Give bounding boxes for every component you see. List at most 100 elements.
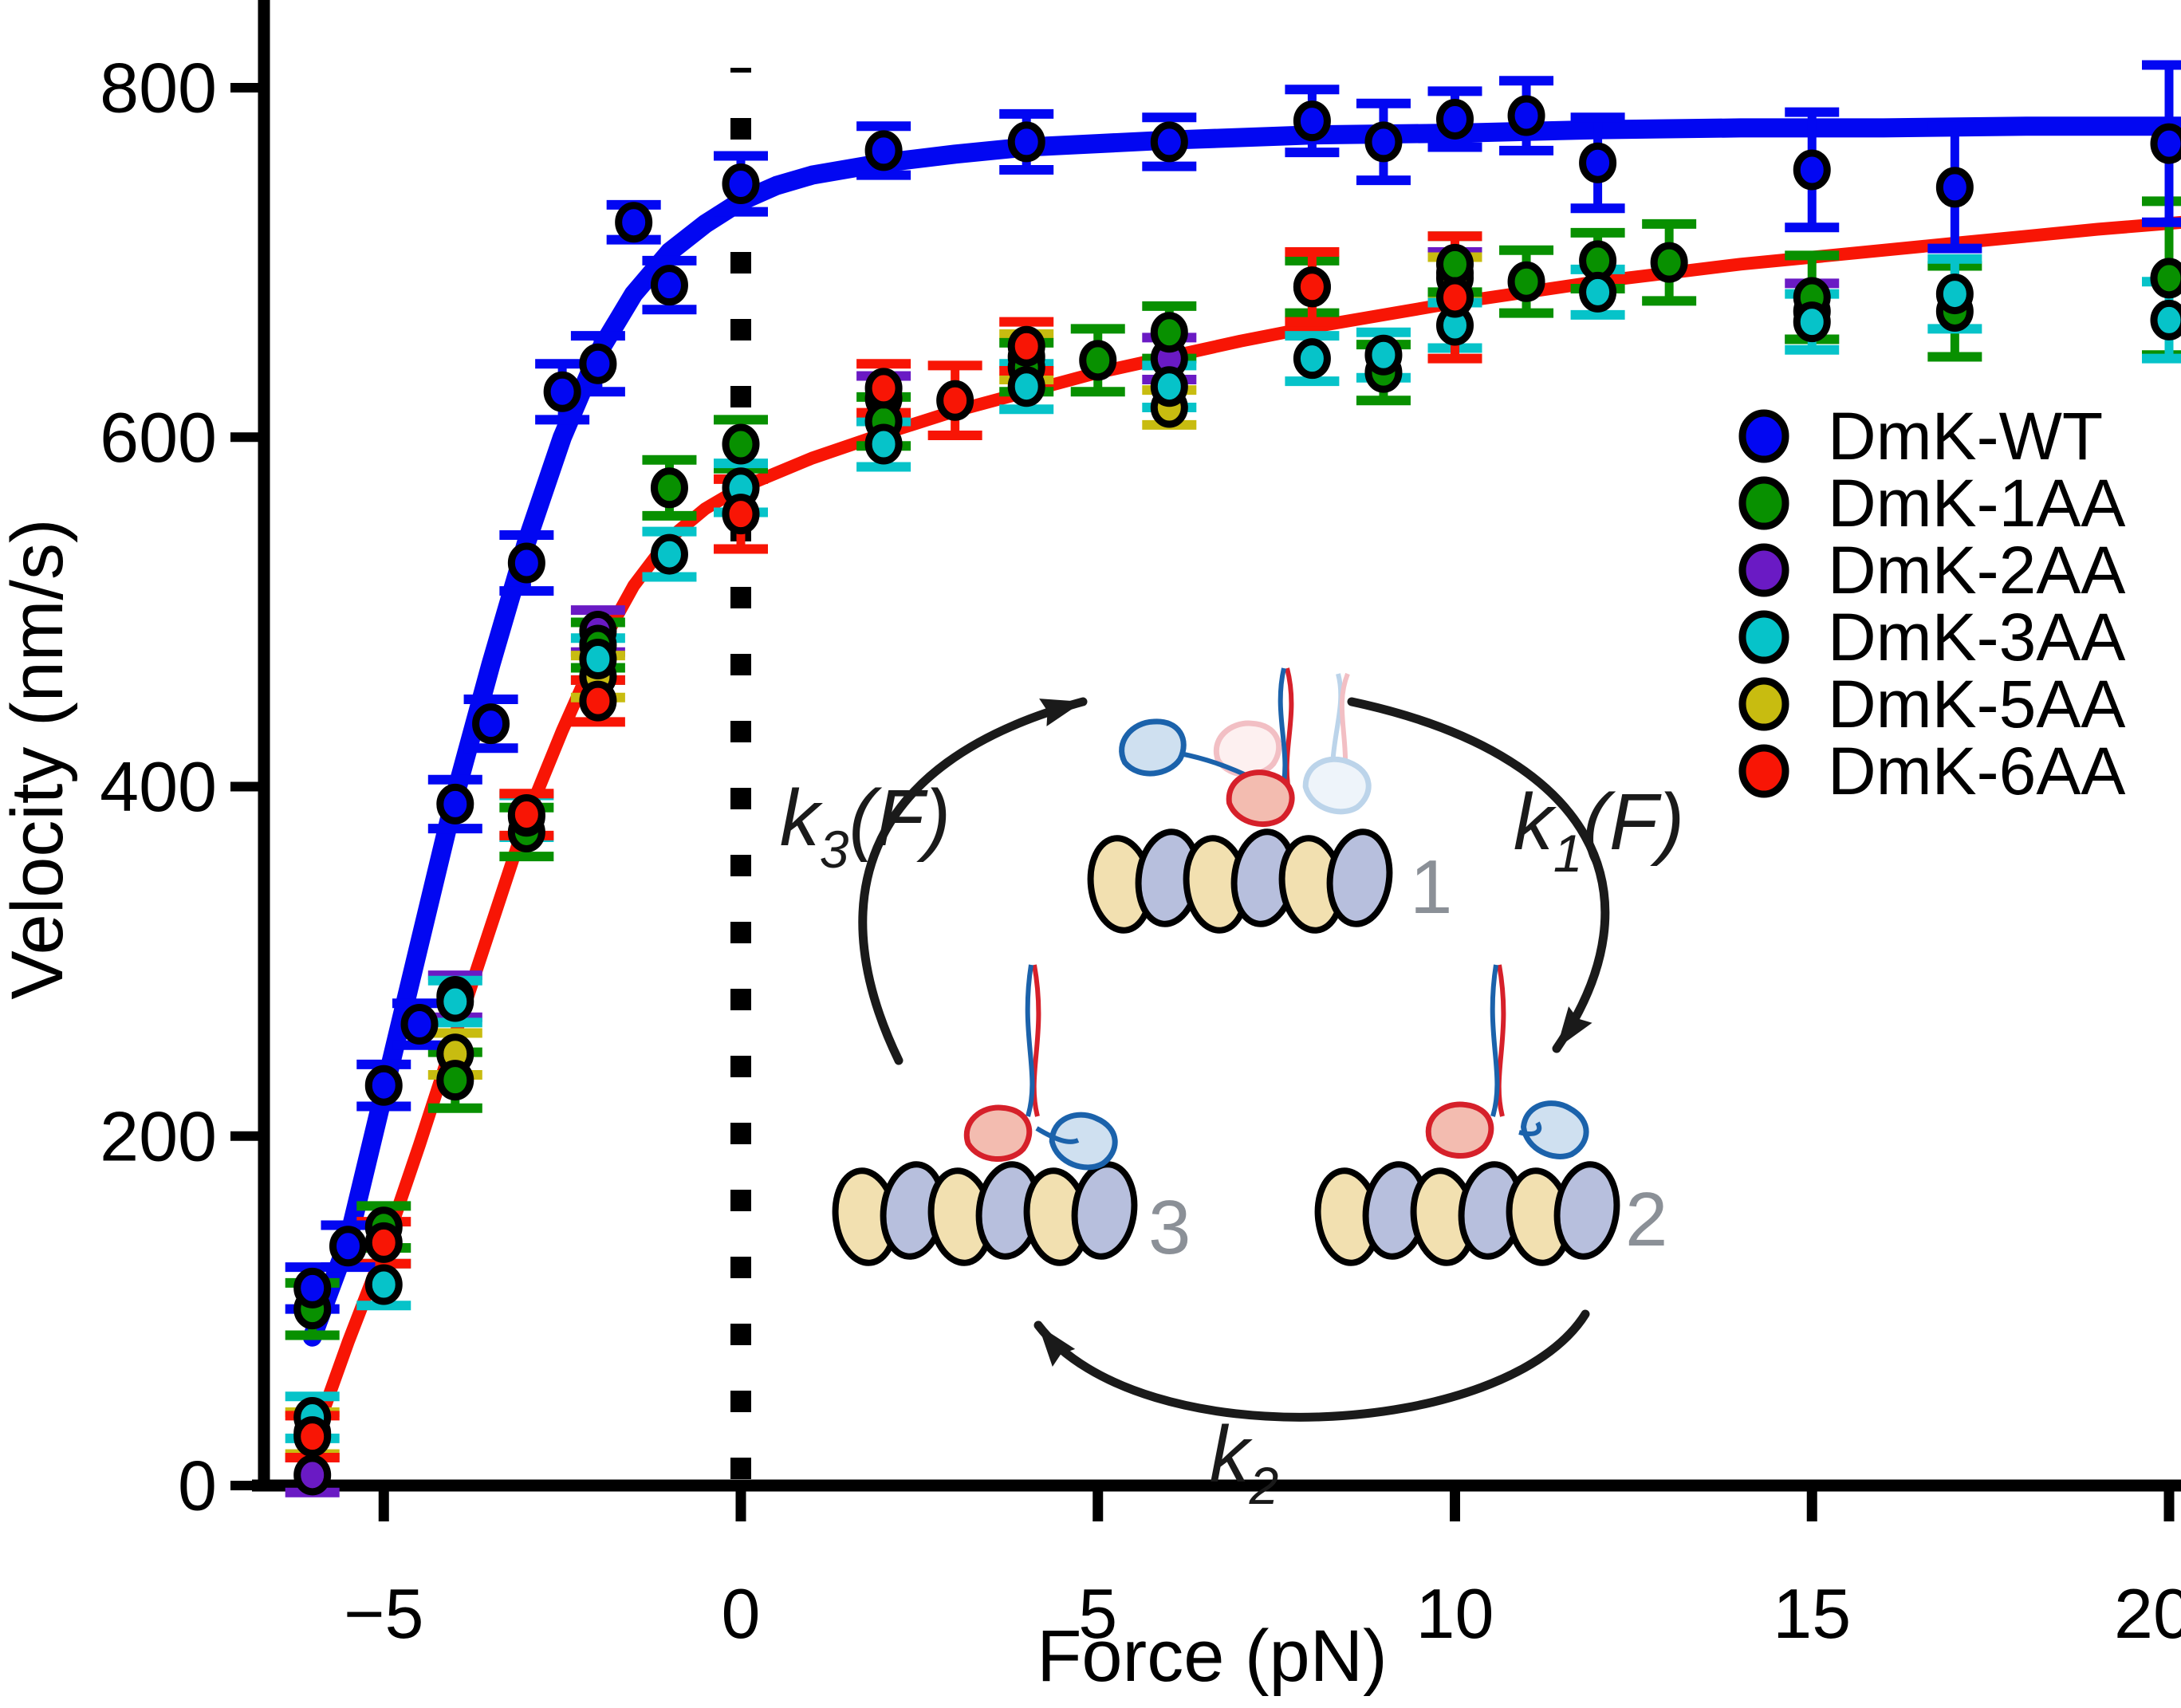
x-tick-label: −5 — [344, 1574, 423, 1653]
data-point-dmk-3aa — [2150, 299, 2181, 340]
data-point-dmk-3aa — [1935, 274, 1974, 315]
legend-label: DmK-2AA — [1828, 533, 2125, 608]
y-axis-title: Velocity (nm/s) — [0, 518, 78, 999]
blue-head — [1520, 1100, 1589, 1159]
data-point-dmk-3aa — [1793, 301, 1831, 343]
x-tick-label: 20 — [2114, 1574, 2181, 1653]
data-point-dmk-1aa — [650, 467, 688, 509]
legend-item: DmK-1AA — [1738, 466, 2125, 541]
legend: DmK-WTDmK-1AADmK-2AADmK-3AADmK-5AADmK-6A… — [1738, 399, 2125, 809]
y-tick-label: 800 — [100, 49, 217, 128]
data-point-dmk-3aa — [1293, 338, 1331, 380]
k2-arrow-arc — [1033, 1309, 1590, 1422]
y-tick-label: 400 — [100, 747, 217, 826]
data-point-dmk-wt — [400, 1004, 439, 1045]
y-tick-label: 200 — [100, 1096, 217, 1175]
data-point-dmk-wt — [543, 371, 581, 412]
data-point-dmk-wt — [1793, 149, 1831, 191]
data-point-dmk-3aa — [864, 423, 903, 465]
faded-red-head — [1214, 720, 1282, 778]
stalk-blue-strand — [1025, 964, 1035, 1117]
neck-linker — [1035, 1126, 1080, 1144]
data-point-dmk-1aa — [1150, 312, 1188, 353]
tubulin-subunit — [1071, 1161, 1138, 1260]
legend-marker — [1738, 744, 1789, 798]
arrowhead — [1557, 1006, 1592, 1049]
data-point-dmk-1aa — [1650, 242, 1688, 283]
legend-marker — [1738, 543, 1789, 597]
y-tick-label: 600 — [100, 398, 217, 477]
legend-marker — [1738, 409, 1789, 463]
data-point-dmk-wt — [1364, 121, 1403, 163]
data-point-dmk-6aa — [1293, 266, 1331, 308]
data-point-dmk-6aa — [864, 368, 903, 409]
stalk-red-strand — [1496, 964, 1506, 1117]
faded-blue-head — [1302, 756, 1372, 815]
data-point-dmk-6aa — [1436, 277, 1474, 318]
data-point-dmk-3aa — [364, 1264, 403, 1305]
neck-linker — [1518, 1121, 1542, 1136]
data-point-dmk-wt — [1507, 95, 1545, 136]
data-point-dmk-wt — [364, 1065, 403, 1106]
data-point-dmk-3aa — [1364, 334, 1403, 376]
x-tick-label: 10 — [1416, 1574, 1494, 1653]
data-point-dmk-6aa — [507, 794, 545, 836]
data-point-dmk-wt — [1007, 121, 1045, 163]
x-tick-label: 15 — [1773, 1574, 1851, 1653]
tubulin-subunit — [1326, 828, 1393, 927]
legend-label: DmK-3AA — [1828, 600, 2125, 675]
data-point-dmk-wt — [1293, 100, 1331, 142]
inset-state-2: 2 — [1314, 964, 1667, 1266]
tubulin-subunit — [1553, 1161, 1620, 1260]
state-number-3: 3 — [1148, 1185, 1191, 1270]
stalk-red-strand — [1031, 964, 1041, 1117]
blue-head — [1119, 718, 1187, 777]
blue-head — [1049, 1112, 1118, 1171]
data-point-dmk-wt — [293, 1267, 332, 1309]
data-point-dmk-wt — [1150, 121, 1188, 163]
legend-marker — [1738, 610, 1789, 664]
data-point-dmk-wt — [722, 163, 760, 205]
inset-state-3: 3 — [832, 964, 1191, 1270]
data-point-dmk-3aa — [579, 639, 617, 680]
data-point-dmk-3aa — [436, 981, 474, 1022]
data-point-dmk-wt — [579, 343, 617, 384]
data-point-dmk-1aa — [722, 423, 760, 465]
data-point-dmk-6aa — [722, 494, 760, 535]
k3-arrow-arc — [858, 697, 1088, 1065]
legend-marker — [1738, 677, 1789, 731]
inset-state-1: 1 — [1087, 667, 1452, 934]
data-point-dmk-wt — [650, 265, 688, 306]
data-point-dmk-wt — [615, 202, 653, 243]
data-points-layer — [293, 95, 2181, 1496]
axes-layer: 0 200 400 600 800 −5 0 5 10 15 20 — [100, 0, 2181, 1653]
data-point-dmk-1aa — [1436, 243, 1474, 285]
data-point-dmk-wt — [864, 130, 903, 171]
data-point-dmk-wt — [1579, 142, 1617, 183]
stalk-blue-strand — [1490, 964, 1500, 1117]
red-head — [963, 1104, 1033, 1162]
data-point-dmk-wt — [329, 1226, 367, 1267]
x-tick-label: 0 — [722, 1574, 761, 1653]
microtubule — [1314, 1161, 1620, 1266]
arrowhead — [1039, 699, 1083, 726]
arrowhead — [1038, 1325, 1076, 1368]
data-point-dmk-wt — [1935, 167, 1974, 208]
y-tick-label: 0 — [178, 1446, 217, 1525]
data-point-dmk-6aa — [936, 380, 974, 421]
red-head — [1226, 769, 1295, 827]
state-number-1: 1 — [1410, 844, 1452, 930]
k3-label: k3(F) — [780, 773, 951, 879]
data-point-dmk-6aa — [364, 1222, 403, 1263]
legend-label: DmK-5AA — [1828, 667, 2125, 742]
k2-label: k2 — [1210, 1410, 1279, 1515]
legend-item: DmK-6AA — [1738, 734, 2125, 809]
k1-label: k1(F) — [1514, 777, 1684, 883]
legend-label: DmK-1AA — [1828, 466, 2125, 541]
data-point-dmk-wt — [507, 542, 545, 584]
kinetic-cycle-inset: 1 2 3 k1(F) k2 k3(F) — [780, 667, 1684, 1515]
data-point-dmk-3aa — [1579, 271, 1617, 313]
data-point-dmk-3aa — [650, 533, 688, 575]
microtubule — [1087, 828, 1393, 934]
